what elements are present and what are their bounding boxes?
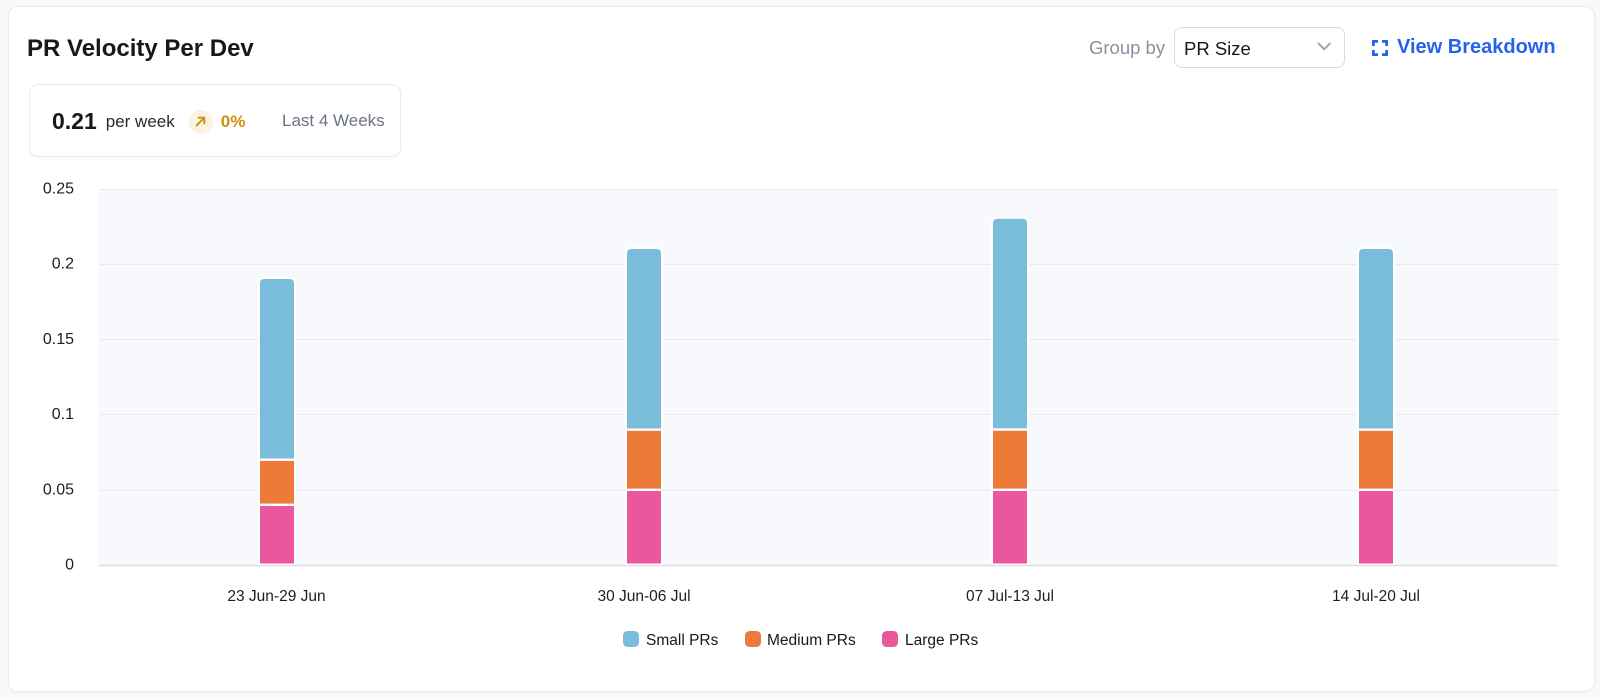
svg-text:0.05: 0.05 xyxy=(43,481,74,498)
svg-text:Medium PRs: Medium PRs xyxy=(767,632,856,649)
svg-text:0.25: 0.25 xyxy=(43,181,74,198)
svg-text:0: 0 xyxy=(65,557,74,574)
svg-text:Large PRs: Large PRs xyxy=(905,632,978,649)
svg-text:07 Jul-13 Jul: 07 Jul-13 Jul xyxy=(966,588,1054,605)
svg-text:23 Jun-29 Jun: 23 Jun-29 Jun xyxy=(227,588,325,605)
svg-text:30 Jun-06 Jul: 30 Jun-06 Jul xyxy=(597,588,690,605)
svg-text:0.1: 0.1 xyxy=(52,406,74,423)
svg-text:14 Jul-20 Jul: 14 Jul-20 Jul xyxy=(1332,588,1420,605)
svg-text:Small PRs: Small PRs xyxy=(646,632,719,649)
svg-text:0.2: 0.2 xyxy=(52,256,74,273)
svg-text:0.15: 0.15 xyxy=(43,331,74,348)
